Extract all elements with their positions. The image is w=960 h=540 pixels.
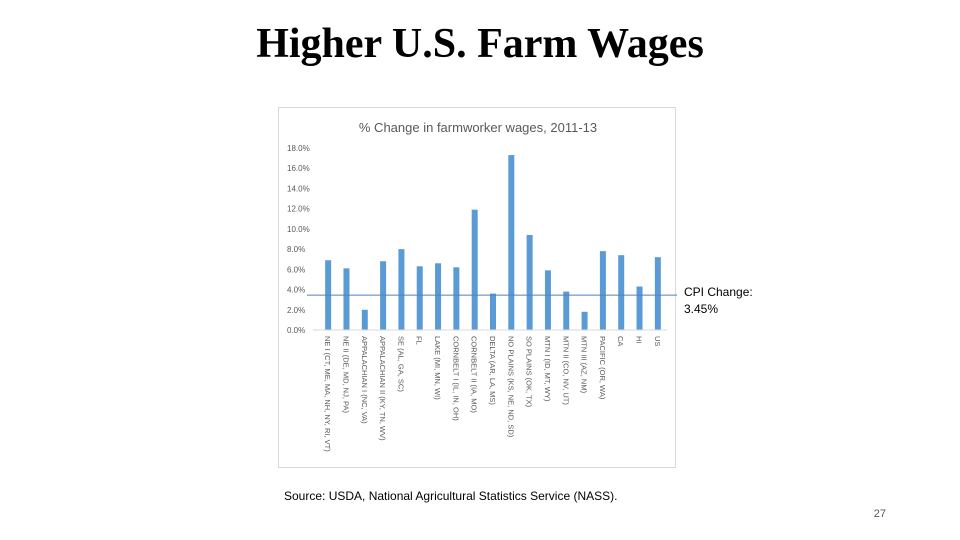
bar xyxy=(398,249,405,330)
bar xyxy=(581,311,588,330)
y-tick-label: 16.0% xyxy=(287,164,310,173)
chart-title: % Change in farmworker wages, 2011-13 xyxy=(359,120,597,135)
bar xyxy=(453,267,460,330)
y-tick-label: 10.0% xyxy=(287,225,310,234)
x-tick-label: CORNBELT II (IA, MO) xyxy=(470,336,479,413)
slide-number: 27 xyxy=(873,508,886,520)
cpi-annotation-value: 3.45% xyxy=(684,302,719,316)
bar xyxy=(636,286,643,330)
bar xyxy=(471,209,478,330)
bar xyxy=(526,234,533,330)
x-tick-label: SO PLAINS (OK, TX) xyxy=(525,336,534,408)
bar xyxy=(416,266,423,330)
bar xyxy=(380,261,387,330)
x-tick-label: NE I (CT, ME, MA, NH, NY, RI, VT) xyxy=(323,336,332,452)
cpi-annotation: CPI Change: 3.45% xyxy=(684,284,774,318)
y-tick-label: 0.0% xyxy=(287,326,305,335)
x-tick-label: MTN II (CO, NV, UT) xyxy=(561,336,570,405)
y-tick-label: 2.0% xyxy=(287,306,305,315)
bar xyxy=(361,309,368,330)
farmworker-wage-chart: % Change in farmworker wages, 2011-13 0.… xyxy=(287,120,677,452)
bar xyxy=(343,268,350,330)
y-axis-labels: 0.0% 2.0% 4.0% 6.0% 8.0% 10.0% 12.0% 14.0% 16.0%… xyxy=(287,144,310,335)
y-tick-label: 18.0% xyxy=(287,144,310,153)
x-tick-label: SE (AL, GA, SC) xyxy=(396,336,405,392)
y-tick-label: 8.0% xyxy=(287,245,305,254)
x-tick-label: HI xyxy=(635,336,644,344)
y-tick-label: 4.0% xyxy=(287,286,305,295)
source-note: Source: USDA, National Agricultural Stat… xyxy=(284,489,618,503)
x-tick-label: NO PLAINS (KS, NE, ND, SD) xyxy=(506,336,515,438)
bar xyxy=(599,251,606,330)
cpi-annotation-label: CPI Change: xyxy=(684,285,753,299)
bar xyxy=(654,257,661,330)
bars xyxy=(325,155,661,330)
chart-frame: % Change in farmworker wages, 2011-13 0.… xyxy=(278,107,677,468)
y-tick-label: 6.0% xyxy=(287,265,305,274)
x-tick-label: APPALACHIAN I (NC, VA) xyxy=(360,336,369,424)
bar xyxy=(563,291,570,330)
x-tick-label: PACIFIC (OR, WA) xyxy=(598,336,607,400)
x-tick-label: US xyxy=(653,336,662,346)
bar xyxy=(544,270,551,330)
x-tick-label: FL xyxy=(415,336,424,345)
x-tick-label: DELTA (AR, LA, MS) xyxy=(488,336,497,405)
x-tick-label: CORNBELT I (IL, IN, OH) xyxy=(451,336,460,421)
x-tick-label: CA xyxy=(616,336,625,346)
x-tick-label: MTN I (ID, MT, WY) xyxy=(543,336,552,402)
bar xyxy=(618,255,625,330)
y-tick-label: 12.0% xyxy=(287,205,310,214)
x-tick-label: LAKE (MI, MN, WI) xyxy=(433,336,442,400)
bar xyxy=(508,155,515,330)
x-tick-label: MTN III (AZ, NM) xyxy=(580,336,589,394)
y-tick-label: 14.0% xyxy=(287,184,310,193)
bar xyxy=(435,263,442,330)
x-tick-label: NE II (DE, MD, NJ, PA) xyxy=(341,336,350,413)
x-axis-labels: NE I (CT, ME, MA, NH, NY, RI, VT) NE II (… xyxy=(323,336,662,452)
bar xyxy=(490,293,496,330)
x-tick-label: APPALACHIAN II (KY, TN, WV) xyxy=(378,336,387,441)
slide-title: Higher U.S. Farm Wages xyxy=(256,21,704,67)
